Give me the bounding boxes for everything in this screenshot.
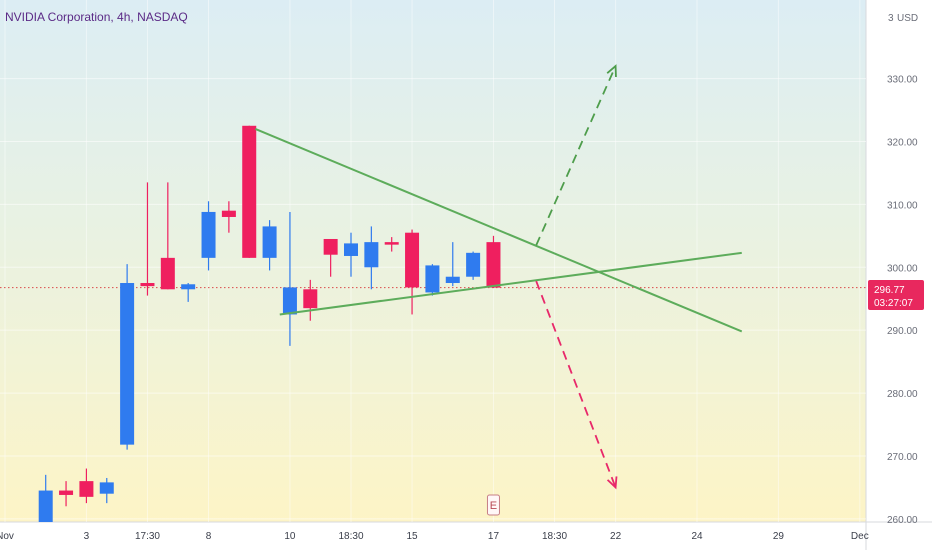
candle <box>384 237 399 252</box>
price-tick-label: 270.00 <box>887 452 918 463</box>
time-axis-panel <box>0 522 932 550</box>
time-tick-label: 24 <box>691 531 703 542</box>
candle <box>364 226 379 290</box>
projection-arrow-down <box>535 280 617 488</box>
price-axis-panel <box>866 0 932 522</box>
candle <box>303 279 318 321</box>
time-tick-label: 3 <box>84 531 90 542</box>
candle <box>323 238 338 277</box>
price-tick-label: 280.00 <box>887 389 918 400</box>
candle-body <box>425 265 440 293</box>
candle <box>262 220 277 271</box>
time-tick-label: 15 <box>406 531 418 542</box>
candle <box>221 201 236 233</box>
candle-body <box>38 490 53 522</box>
chart-title: NVIDIA Corporation, 4h, NASDAQ <box>5 10 188 24</box>
countdown-timer: 03:27:07 <box>874 298 913 309</box>
time-tick-label: 10 <box>284 531 296 542</box>
candle-body <box>445 276 460 284</box>
candle <box>466 251 481 280</box>
projection-arrow-up <box>535 65 617 246</box>
time-tick-label: 29 <box>773 531 785 542</box>
candle-body <box>120 283 135 445</box>
price-axis-ticks: 260.00 270.00 280.00 290.00 300.00 310.00 320.… <box>887 75 918 526</box>
drawings <box>254 64 743 490</box>
candle-body <box>323 238 338 255</box>
candle <box>140 182 155 296</box>
price-tick-label: 330.00 <box>887 75 918 86</box>
candle-body <box>99 482 114 494</box>
triangle-trendline <box>254 128 743 333</box>
time-tick-label: Nov <box>0 531 14 542</box>
candle <box>99 477 114 504</box>
time-tick-label: 18:30 <box>338 531 363 542</box>
candle-body <box>181 284 196 290</box>
triangle-trendline <box>279 251 742 316</box>
candle-body <box>466 252 481 277</box>
projection-arrowhead-up <box>606 64 617 78</box>
currency-prefix: 3 <box>888 13 894 24</box>
currency-label: USD <box>897 13 918 24</box>
candle-body <box>405 232 420 288</box>
candle-body <box>160 257 175 290</box>
price-tick-label: 320.00 <box>887 138 918 149</box>
earnings-marker-box <box>486 494 500 516</box>
candle <box>160 182 175 290</box>
candle <box>38 474 53 522</box>
candles <box>38 125 501 522</box>
time-tick-label: 18:30 <box>542 531 567 542</box>
price-tick-label: 290.00 <box>887 326 918 337</box>
candle <box>425 264 440 296</box>
candle-body <box>384 242 399 245</box>
time-tick-label: Dec <box>851 531 869 542</box>
candle-body <box>282 287 297 315</box>
candle <box>486 235 501 289</box>
price-tick-label: 310.00 <box>887 200 918 211</box>
price-tick-label: 300.00 <box>887 263 918 274</box>
candle <box>405 229 420 315</box>
current-price-label: 296.77 03:27:07 <box>868 280 924 310</box>
candle-body <box>344 243 358 256</box>
candle-body <box>201 211 216 258</box>
candle-body <box>364 242 379 268</box>
candle-body <box>486 242 501 288</box>
candle-body <box>59 490 74 495</box>
current-price-label-bg <box>868 280 924 310</box>
earnings-marker-label: E <box>490 500 497 512</box>
time-tick-label: 22 <box>610 531 622 542</box>
candle <box>181 283 196 302</box>
candle <box>79 468 94 504</box>
candle <box>201 201 216 271</box>
candle-body <box>242 125 257 258</box>
time-axis-ticks: Nov 3 17:30 8 10 18:30 15 17 18:30 22 24 29 Dec <box>0 531 869 542</box>
current-price-value: 296.77 <box>874 285 905 296</box>
candle <box>344 232 358 277</box>
candle-body <box>303 289 318 309</box>
candle <box>120 264 135 450</box>
candle <box>59 481 74 507</box>
candle-body <box>221 210 236 217</box>
earnings-marker[interactable]: E <box>486 494 500 516</box>
time-tick-label: 17 <box>488 531 500 542</box>
candle-body <box>79 481 94 497</box>
projection-arrowhead-down <box>606 476 618 490</box>
plot-background <box>0 0 866 522</box>
price-tick-label: 260.00 <box>887 515 918 526</box>
candle-body <box>262 226 277 258</box>
candle <box>282 211 297 346</box>
candle <box>445 242 460 287</box>
candle-body <box>140 283 155 287</box>
candle <box>242 125 257 258</box>
time-tick-label: 8 <box>206 531 212 542</box>
time-tick-label: 17:30 <box>135 531 160 542</box>
